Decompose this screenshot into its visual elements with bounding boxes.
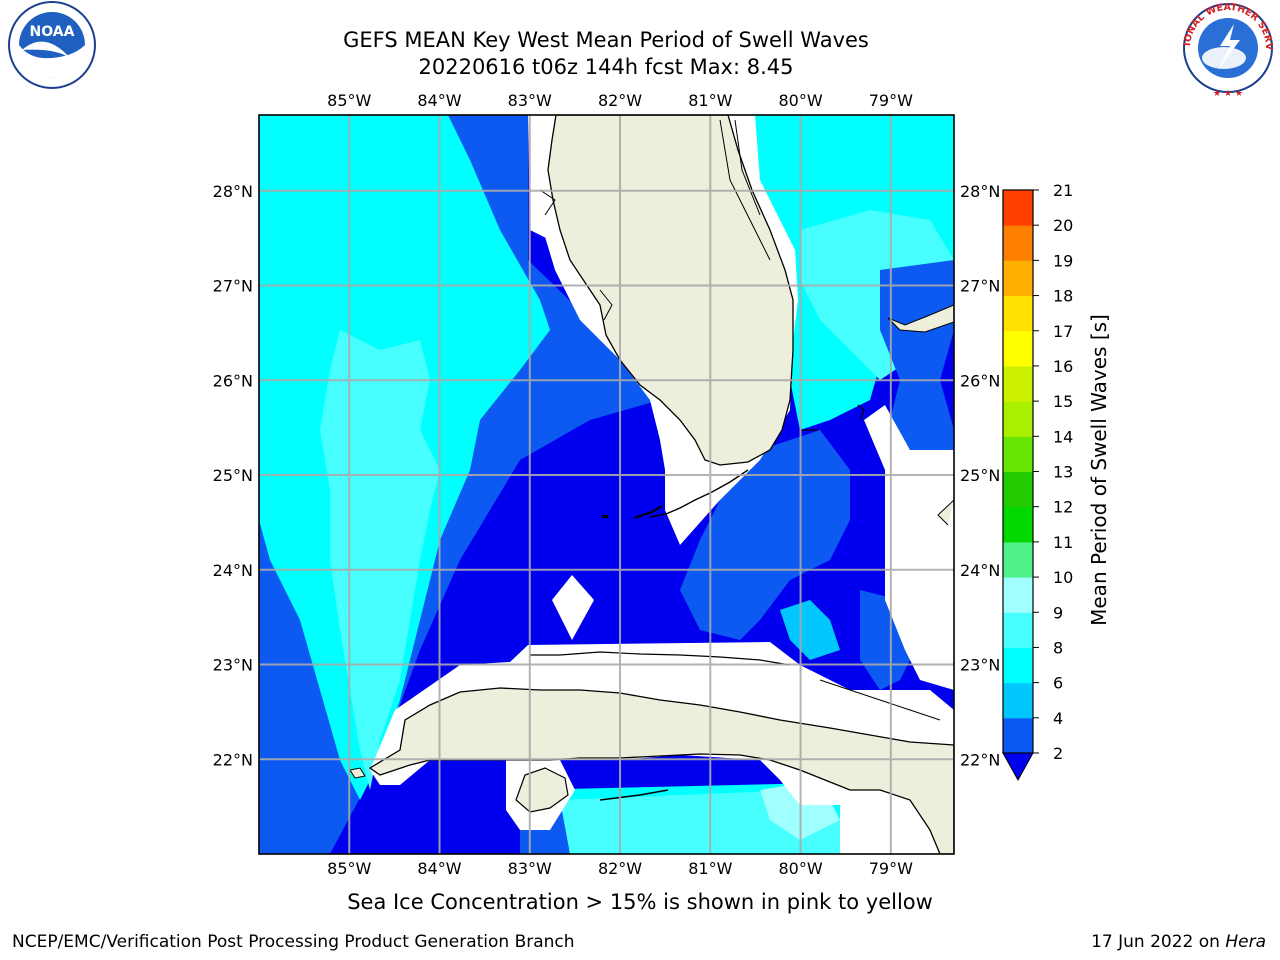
- latitude-label-right: 28°N: [960, 182, 1000, 201]
- latitude-label-right: 25°N: [960, 466, 1000, 485]
- colorbar-under-arrow: [1002, 752, 1034, 782]
- footer-date-text: 17 Jun 2022 on: [1091, 932, 1226, 952]
- longitude-label-bottom: 83°W: [508, 859, 552, 878]
- colorbar-tick-label: 11: [1053, 533, 1073, 552]
- longitude-label-bottom: 82°W: [598, 859, 642, 878]
- longitude-label-bottom: 84°W: [417, 859, 461, 878]
- latitude-label-left: 24°N: [213, 561, 253, 580]
- colorbar-tick-label: 14: [1053, 427, 1073, 446]
- latitude-label-left: 27°N: [213, 277, 253, 296]
- colorbar-tick-label: 18: [1053, 287, 1073, 306]
- colorbar-tick-label: 4: [1053, 709, 1063, 728]
- longitude-label-bottom: 80°W: [778, 859, 822, 878]
- latitude-labels-left: 28°N 27°N 26°N 25°N 24°N 23°N 22°N: [213, 182, 253, 769]
- latitude-label-right: 26°N: [960, 371, 1000, 390]
- longitude-label-bottom: 85°W: [327, 859, 371, 878]
- longitude-label-top: 82°W: [598, 91, 642, 110]
- colorbar-segment: [1003, 401, 1033, 437]
- latitude-label-right: 23°N: [960, 656, 1000, 675]
- footer-credit: NCEP/EMC/Verification Post Processing Pr…: [12, 932, 575, 952]
- colorbar-segment: [1003, 647, 1033, 684]
- latitude-label-left: 22°N: [213, 750, 253, 769]
- colorbar-segment: [1003, 260, 1033, 297]
- colorbar-segment: [1003, 471, 1033, 508]
- longitude-label-top: 79°W: [869, 91, 913, 110]
- longitude-label-top: 85°W: [327, 91, 371, 110]
- colorbar-tick-label: 10: [1053, 568, 1073, 587]
- colorbar-tick-label: 9: [1053, 603, 1063, 622]
- colorbar-tick-label: 15: [1053, 392, 1073, 411]
- latitude-label-right: 24°N: [960, 561, 1000, 580]
- longitude-label-bottom: 81°W: [688, 859, 732, 878]
- colorbar-tick-label: 20: [1053, 216, 1073, 235]
- latitude-label-right: 27°N: [960, 277, 1000, 296]
- sea-ice-caption: Sea Ice Concentration > 15% is shown in …: [347, 890, 933, 914]
- chart-title: GEFS MEAN Key West Mean Period of Swell …: [343, 28, 869, 52]
- latitude-labels-right: 28°N 27°N 26°N 25°N 24°N 23°N 22°N: [960, 182, 1000, 769]
- colorbar-segment: [1003, 577, 1033, 613]
- latitude-label-left: 25°N: [213, 466, 253, 485]
- longitude-labels-bottom: 85°W 84°W 83°W 82°W 81°W 80°W 79°W: [327, 859, 913, 878]
- colorbar-segment: [1003, 190, 1033, 226]
- colorbar-segment: [1003, 365, 1033, 402]
- colorbar-label: Mean Period of Swell Waves [s]: [1087, 314, 1111, 626]
- colorbar-segment: [1003, 682, 1033, 719]
- colorbar-tick-label: 19: [1053, 251, 1073, 270]
- colorbar-segment: [1003, 225, 1033, 261]
- latitude-label-right: 22°N: [960, 750, 1000, 769]
- chart-subtitle: 20220616 t06z 144h fcst Max: 8.45: [418, 55, 794, 79]
- footer-host: Hera: [1225, 932, 1266, 952]
- colorbar-tick-label: 12: [1053, 498, 1073, 517]
- colorbar-tick-label: 16: [1053, 357, 1073, 376]
- longitude-label-top: 80°W: [778, 91, 822, 110]
- colorbar-tick-label: 21: [1053, 181, 1073, 200]
- footer-date: 17 Jun 2022 on Hera: [1091, 932, 1266, 952]
- colorbar-tick-label: 13: [1053, 463, 1073, 482]
- latitude-label-left: 28°N: [213, 182, 253, 201]
- latitude-label-left: 26°N: [213, 371, 253, 390]
- map-field: [259, 115, 954, 854]
- longitude-label-top: 84°W: [417, 91, 461, 110]
- map-gridlines: [259, 115, 954, 854]
- colorbar-tick-label: 17: [1053, 322, 1073, 341]
- colorbar-tick-label: 2: [1053, 744, 1063, 763]
- svg-text:★ ★ ★: ★ ★ ★: [1213, 89, 1243, 99]
- longitude-label-top: 81°W: [688, 91, 732, 110]
- longitude-label-bottom: 79°W: [869, 859, 913, 878]
- longitude-label-top: 83°W: [508, 91, 552, 110]
- noaa-logo: NOAA: [8, 1, 96, 89]
- colorbar-segment: [1003, 436, 1033, 472]
- colorbar: 2 4 6 8 9 10 11 12 13 14 15 16 17 18 19 20 21: [1002, 181, 1073, 782]
- longitude-labels-top: 85°W 84°W 83°W 82°W 81°W 80°W 79°W: [327, 91, 913, 110]
- noaa-logo-text: NOAA: [30, 24, 75, 40]
- nws-logo: NATIONAL WEATHER SERVICE ★ ★ ★: [1176, 0, 1274, 99]
- latitude-label-left: 23°N: [213, 656, 253, 675]
- colorbar-segment: [1003, 612, 1033, 648]
- colorbar-tick-label: 6: [1053, 674, 1063, 693]
- colorbar-segment: [1003, 330, 1033, 367]
- colorbar-segment: [1003, 506, 1033, 543]
- colorbar-tick-label: 8: [1053, 638, 1063, 657]
- colorbar-segment: [1003, 541, 1033, 578]
- colorbar-segment: [1003, 717, 1033, 754]
- colorbar-segment: [1003, 295, 1033, 332]
